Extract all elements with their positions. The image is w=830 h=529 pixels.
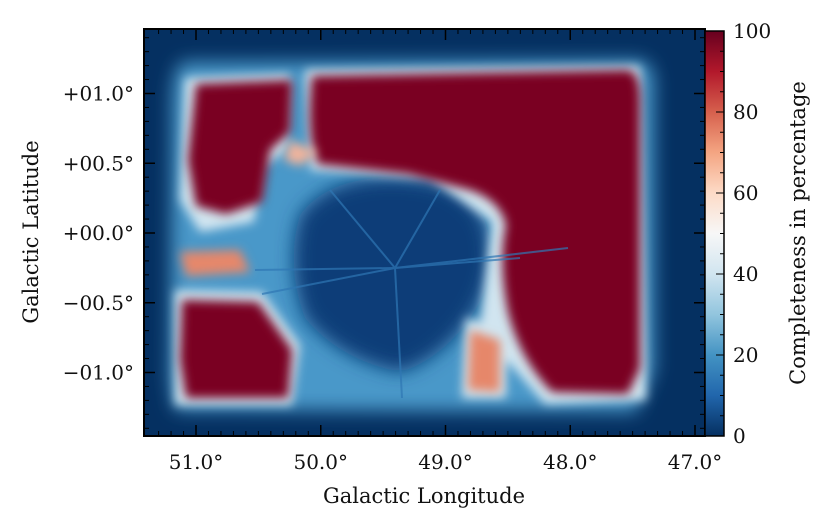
x-axis-ticks: 51.0° 50.0° 49.0° 48.0° 47.0° <box>158 29 723 474</box>
colorbar-tick-label: 60 <box>733 181 758 205</box>
y-tick-label: +00.5° <box>63 151 134 175</box>
heatmap-panel <box>144 29 705 436</box>
high-completeness-regions <box>180 70 640 398</box>
x-tick-label: 51.0° <box>169 450 224 474</box>
colorbar-tick-label: 0 <box>733 424 746 448</box>
y-tick-label: +01.0° <box>63 82 134 106</box>
y-tick-label: −00.5° <box>63 291 134 315</box>
x-tick-label: 47.0° <box>668 450 723 474</box>
x-tick-label: 49.0° <box>418 450 473 474</box>
intermediate-patches <box>180 140 500 392</box>
y-axis-title: Galactic Latitude <box>19 140 43 323</box>
x-tick-label: 50.0° <box>293 450 348 474</box>
y-tick-label: −01.0° <box>63 361 134 385</box>
y-axis-ticks: +01.0° +00.5° +00.0° −00.5° −01.0° <box>63 37 705 429</box>
streaks <box>254 189 569 399</box>
colorbar-tick-label: 100 <box>733 19 771 43</box>
colorbar-label: Completeness in percentage <box>786 81 810 385</box>
colorbar-tick-label: 20 <box>733 343 758 367</box>
x-tick-label: 48.0° <box>543 450 598 474</box>
y-tick-label: +00.0° <box>63 221 134 245</box>
colorbar-tick-label: 80 <box>733 100 758 124</box>
colorbar-ticks: 0 20 40 60 80 100 <box>716 19 771 448</box>
colorbar-tick-label: 40 <box>733 262 758 286</box>
x-axis-title: Galactic Longitude <box>323 484 525 508</box>
central-hole <box>293 177 491 372</box>
